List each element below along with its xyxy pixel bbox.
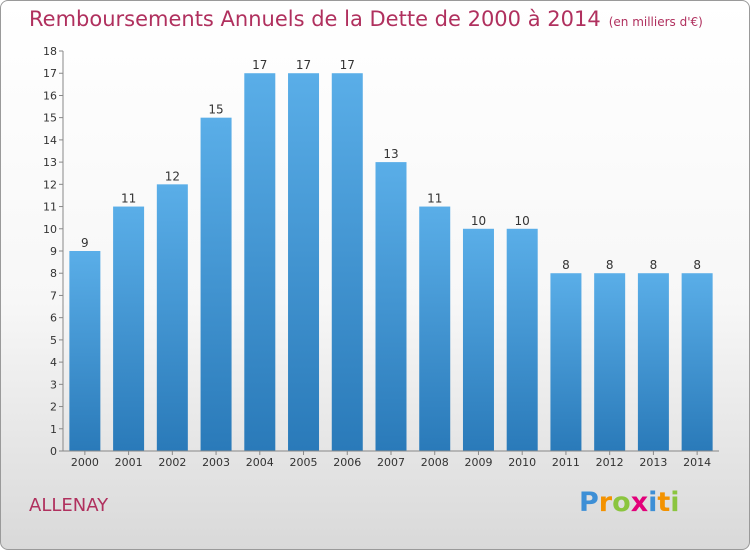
x-tick-label-2014: 2014 bbox=[683, 456, 711, 469]
y-tick-label: 11 bbox=[43, 201, 57, 214]
y-tick-label: 14 bbox=[43, 134, 57, 147]
proxiti-logo[interactable]: Proxiti bbox=[579, 487, 680, 518]
y-tick-label: 8 bbox=[50, 267, 57, 280]
y-tick-label: 13 bbox=[43, 156, 57, 169]
y-tick-label: 16 bbox=[43, 89, 57, 102]
x-tick-label-2008: 2008 bbox=[421, 456, 449, 469]
bar-2005 bbox=[288, 73, 320, 451]
data-label-2007: 13 bbox=[383, 147, 398, 161]
y-tick-label: 4 bbox=[50, 356, 57, 369]
commune-name: ALLENAY bbox=[29, 495, 109, 516]
y-tick-label: 17 bbox=[43, 67, 57, 80]
y-tick-label: 1 bbox=[50, 423, 57, 436]
data-label-2011: 8 bbox=[562, 258, 570, 272]
chart-title-text: Remboursements Annuels de la Dette de 20… bbox=[29, 7, 601, 31]
data-label-2002: 12 bbox=[165, 169, 180, 183]
bar-2014 bbox=[681, 273, 713, 451]
bars: 9 11 12 15 17 17 17 13 11 10 10 8 8 8 8 bbox=[69, 58, 713, 452]
x-tick-label-2010: 2010 bbox=[508, 456, 536, 469]
logo-letter: P bbox=[579, 487, 599, 518]
bar-2004 bbox=[244, 73, 276, 451]
data-label-2013: 8 bbox=[650, 258, 658, 272]
data-label-2001: 11 bbox=[121, 192, 136, 206]
x-axis: 2000 2001 2002 2003 2004 2005 2006 2007 2008 2009… bbox=[63, 450, 719, 469]
bar-2008 bbox=[419, 206, 451, 451]
logo-letter: i bbox=[648, 487, 658, 518]
logo-letter: x bbox=[630, 487, 649, 518]
y-tick-label: 9 bbox=[50, 245, 57, 258]
y-tick-label: 7 bbox=[50, 289, 57, 302]
data-label-2008: 11 bbox=[427, 192, 442, 206]
bar-2011 bbox=[550, 273, 582, 451]
logo-letter: r bbox=[598, 487, 613, 518]
x-tick-label-2000: 2000 bbox=[71, 456, 99, 469]
bar-2002 bbox=[156, 184, 188, 452]
y-tick-label: 18 bbox=[43, 45, 57, 58]
data-label-2010: 10 bbox=[515, 214, 530, 228]
bar-2010 bbox=[506, 228, 538, 451]
x-tick-label-2006: 2006 bbox=[333, 456, 361, 469]
bar-2013 bbox=[637, 273, 669, 451]
y-tick-label: 12 bbox=[43, 178, 57, 191]
bar-2003 bbox=[200, 117, 232, 452]
y-tick-label: 0 bbox=[50, 445, 57, 458]
data-label-2009: 10 bbox=[471, 214, 486, 228]
y-tick-label: 3 bbox=[50, 378, 57, 391]
y-tick-label: 15 bbox=[43, 112, 57, 125]
data-label-2014: 8 bbox=[693, 258, 701, 272]
bar-2001 bbox=[113, 206, 145, 451]
x-tick-label-2005: 2005 bbox=[290, 456, 318, 469]
x-tick-label-2002: 2002 bbox=[158, 456, 186, 469]
chart-unit: (en milliers d'€) bbox=[608, 15, 703, 29]
bar-2012 bbox=[594, 273, 626, 451]
logo-letter: i bbox=[670, 487, 680, 518]
data-label-2005: 17 bbox=[296, 58, 311, 72]
x-tick-label-2004: 2004 bbox=[246, 456, 274, 469]
y-tick-label: 10 bbox=[43, 223, 57, 236]
x-tick-label-2007: 2007 bbox=[377, 456, 405, 469]
bar-2009 bbox=[462, 228, 494, 451]
x-tick-label-2009: 2009 bbox=[464, 456, 492, 469]
logo-letter: o bbox=[612, 487, 631, 518]
y-tick-label: 2 bbox=[50, 401, 57, 414]
chart-title: Remboursements Annuels de la Dette de 20… bbox=[29, 7, 703, 31]
bar-2007 bbox=[375, 162, 407, 451]
data-label-2003: 15 bbox=[208, 103, 223, 117]
y-tick-label: 6 bbox=[50, 312, 57, 325]
logo-letter: t bbox=[657, 487, 671, 518]
x-tick-label-2013: 2013 bbox=[639, 456, 667, 469]
data-label-2006: 17 bbox=[340, 58, 355, 72]
bar-2006 bbox=[331, 73, 363, 451]
x-tick-label-2011: 2011 bbox=[552, 456, 580, 469]
x-tick-label-2001: 2001 bbox=[115, 456, 143, 469]
data-label-2012: 8 bbox=[606, 258, 614, 272]
bar-2000 bbox=[69, 251, 101, 451]
y-tick-label: 5 bbox=[50, 334, 57, 347]
x-tick-label-2003: 2003 bbox=[202, 456, 230, 469]
x-tick-label-2012: 2012 bbox=[596, 456, 624, 469]
data-label-2000: 9 bbox=[81, 236, 89, 250]
data-label-2004: 17 bbox=[252, 58, 267, 72]
